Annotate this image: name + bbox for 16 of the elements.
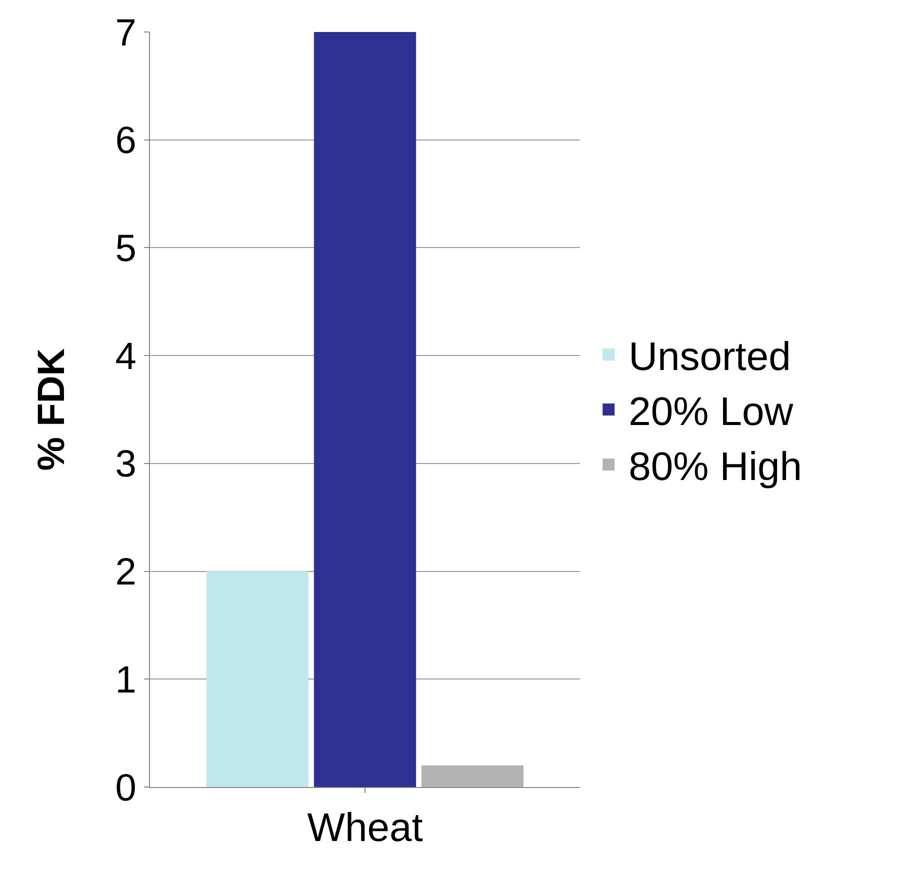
legend-label: Unsorted [628,335,791,380]
x-tick-label: Wheat [307,806,423,850]
y-tick-label: 6 [115,120,136,162]
y-axis-title: % FDK [31,348,73,471]
y-tick-label: 0 [115,767,136,810]
y-tick-label: 7 [115,12,136,54]
y-tick-label: 1 [115,659,136,702]
y-tick-label: 2 [115,552,136,594]
legend-label: 20% Low [628,390,794,434]
y-tick-label: 4 [115,336,136,378]
bar [421,765,524,787]
y-tick-label: 5 [115,228,136,270]
bar [314,32,416,787]
bar [206,571,309,787]
legend-label: 80% High [628,445,802,490]
y-tick-label: 3 [115,444,136,486]
